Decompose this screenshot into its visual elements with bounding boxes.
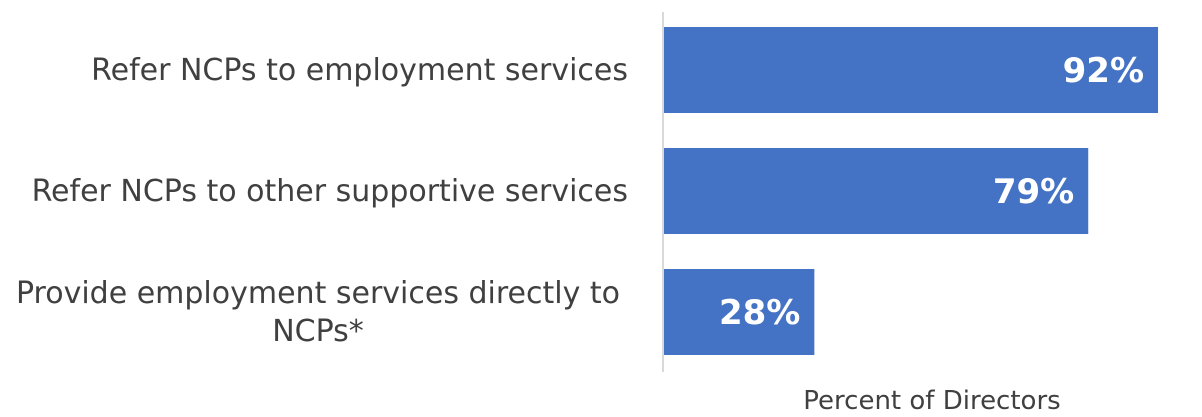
category-label-2: Refer NCPs to other supportive services bbox=[32, 174, 628, 209]
data-label-3: 28% bbox=[719, 293, 800, 333]
category-label-3-line-1: Provide employment services directly to bbox=[16, 276, 620, 311]
bar-2 bbox=[664, 148, 1089, 234]
data-label-2: 79% bbox=[993, 172, 1074, 212]
data-label-1: 92% bbox=[1063, 51, 1144, 91]
category-label-3-line-2: NCPs* bbox=[272, 314, 364, 349]
category-label-1: Refer NCPs to employment services bbox=[91, 53, 628, 88]
bar-3 bbox=[664, 269, 815, 355]
bar-1 bbox=[664, 27, 1159, 113]
category-label-3: Provide employment services directly to N… bbox=[16, 276, 620, 349]
category-label-1-line-1: Refer NCPs to employment services bbox=[91, 53, 628, 88]
x-axis-title: Percent of Directors bbox=[803, 386, 1060, 416]
category-label-2-line-1: Refer NCPs to other supportive services bbox=[32, 174, 628, 209]
